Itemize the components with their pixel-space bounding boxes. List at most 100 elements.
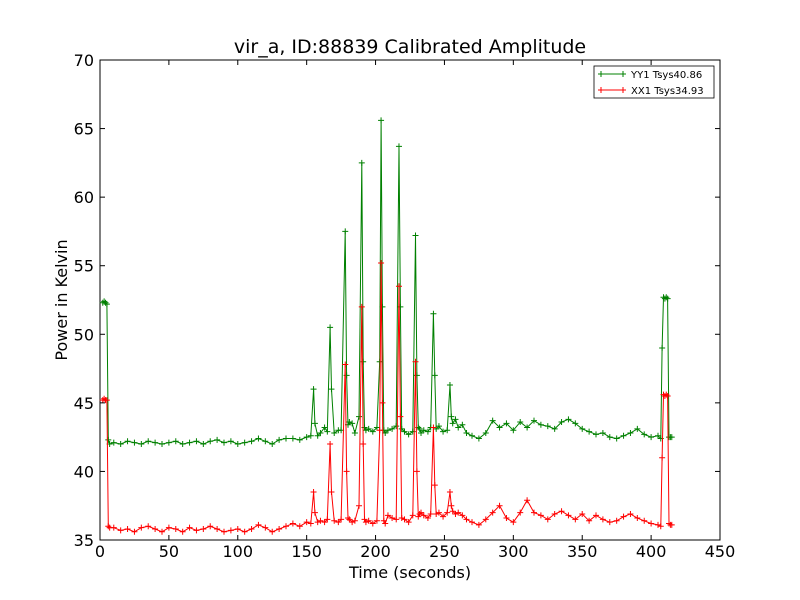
data-point: [537, 421, 544, 428]
data-point: [572, 420, 579, 427]
data-point: [221, 439, 227, 446]
data-point: [314, 432, 321, 439]
data-point: [131, 528, 138, 535]
x-tick-label: 50: [159, 542, 179, 561]
data-point: [664, 393, 671, 399]
data-point: [349, 420, 356, 427]
data-point: [342, 361, 349, 368]
data-point: [234, 526, 241, 533]
data-point: [398, 515, 405, 522]
x-tick-label: 200: [360, 542, 391, 561]
data-point: [346, 419, 353, 426]
data-point: [449, 508, 456, 515]
legend-box: [593, 65, 715, 99]
data-point: [517, 419, 524, 426]
data-point: [117, 527, 124, 534]
data-point: [289, 435, 296, 442]
x-tick-label: 0: [95, 542, 105, 561]
data-point: [351, 430, 358, 437]
data-point: [430, 424, 437, 431]
data-point: [503, 420, 510, 427]
data-point: [311, 509, 318, 516]
data-point: [648, 434, 655, 441]
data-point: [415, 513, 422, 520]
data-point: [395, 143, 402, 150]
data-point: [389, 425, 396, 432]
data-point: [620, 432, 627, 439]
data-point: [110, 439, 117, 446]
data-point: [165, 524, 172, 531]
x-tick-label: 250: [429, 542, 460, 561]
data-point: [331, 517, 338, 524]
data-point: [524, 424, 531, 431]
data-point: [657, 523, 664, 530]
data-point: [641, 517, 648, 524]
data-point: [398, 425, 405, 432]
data-point: [405, 519, 412, 526]
data-point: [475, 435, 482, 442]
data-point: [307, 432, 314, 439]
chart-title: vir_a, ID:88839 Calibrated Amplitude: [234, 36, 586, 58]
data-point: [424, 428, 431, 435]
data-point: [248, 438, 255, 445]
data-point: [289, 520, 296, 527]
data-point: [152, 526, 159, 533]
data-point: [101, 298, 108, 305]
data-point: [558, 508, 565, 515]
data-point: [110, 524, 117, 531]
ticks-layer: 0 50 100 150 200 250 300 350 400 450 35 40 45 50 55 60 6…: [74, 51, 736, 561]
data-point: [172, 438, 179, 445]
data-point: [356, 502, 363, 509]
data-point: [276, 436, 283, 443]
data-point: [369, 520, 376, 527]
data-point: [227, 438, 234, 445]
data-point: [105, 523, 112, 530]
data-point: [579, 425, 586, 432]
data-point: [283, 435, 289, 442]
data-point: [214, 526, 221, 533]
data-point: [666, 520, 673, 527]
data-point: [358, 303, 365, 310]
data-point: [469, 519, 475, 526]
x-tick-label: 300: [498, 542, 529, 561]
data-point: [641, 431, 648, 438]
data-point: [317, 430, 324, 437]
x-tick-label: 400: [636, 542, 667, 561]
data-point: [324, 428, 331, 435]
data-point: [593, 431, 599, 438]
data-point: [586, 517, 593, 524]
data-point: [482, 516, 489, 523]
data-point: [138, 524, 145, 531]
data-point: [382, 520, 389, 527]
data-point: [663, 391, 670, 398]
data-point: [431, 482, 438, 489]
data-point: [659, 454, 666, 461]
data-point: [572, 516, 579, 523]
data-point: [327, 441, 334, 447]
data-point: [531, 417, 537, 424]
data-point: [356, 413, 363, 420]
data-point: [463, 516, 470, 523]
data-point: [668, 521, 675, 528]
data-point: [599, 516, 606, 523]
data-point: [524, 497, 531, 504]
data-point: [378, 259, 385, 266]
legend-label-yy1: YY1 Tsys40.86: [630, 70, 702, 81]
data-point: [418, 430, 425, 437]
data-point: [627, 430, 634, 437]
data-point: [358, 159, 365, 166]
data-point: [593, 512, 599, 519]
data-point: [101, 395, 108, 402]
data-point: [475, 521, 482, 528]
data-point: [455, 509, 462, 516]
data-point: [186, 439, 193, 446]
data-point: [193, 438, 200, 445]
data-point: [551, 425, 558, 432]
data-point: [345, 515, 351, 522]
data-point: [384, 427, 391, 434]
data-point: [420, 427, 427, 434]
data-point: [384, 512, 391, 519]
data-point: [389, 515, 396, 522]
x-tick-label: 100: [223, 542, 254, 561]
data-point: [283, 523, 289, 530]
